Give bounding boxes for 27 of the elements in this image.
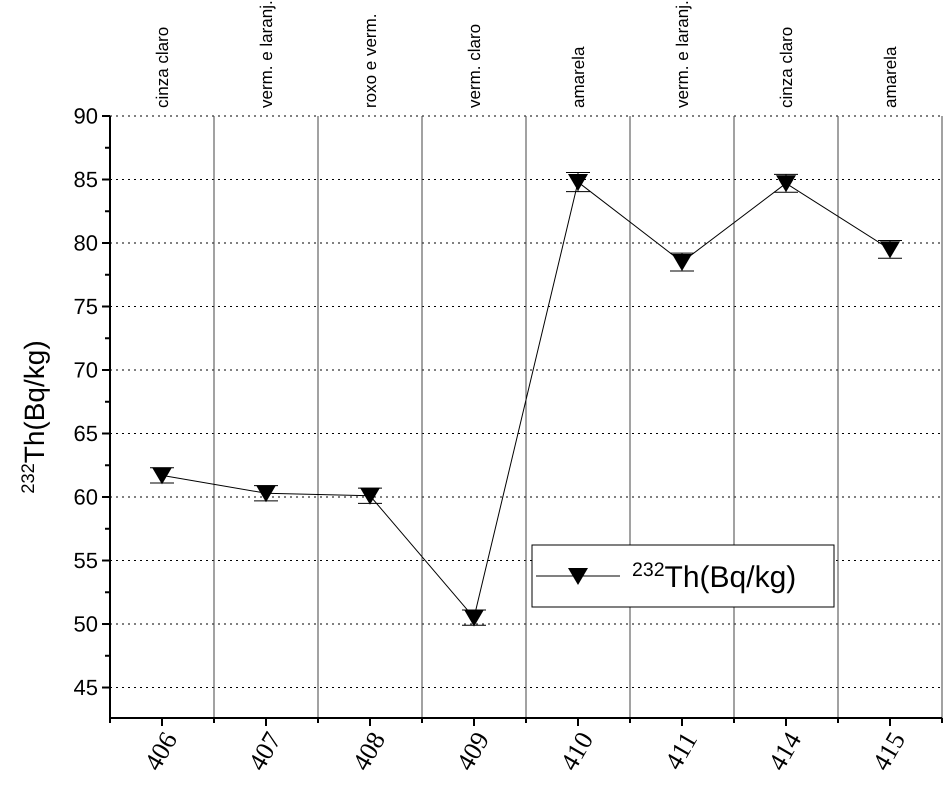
x-tick-label: 408	[346, 727, 392, 776]
text: cinza claro	[152, 26, 172, 108]
text: amarela	[880, 46, 900, 108]
text: verm. claro	[464, 24, 484, 108]
y-tick-label: 80	[74, 230, 98, 256]
y-tick-label: 60	[74, 484, 98, 510]
x-tick-label: 409	[450, 727, 496, 776]
x-tick-label: 410	[554, 727, 600, 776]
text: verm. e laranj.	[672, 0, 692, 108]
x-tick-label: 415	[866, 727, 912, 776]
y-tick-label: 50	[74, 612, 98, 637]
x-tick-label: 406	[138, 727, 184, 776]
y-tick-label: 90	[74, 104, 98, 129]
x-tick-label: 411	[658, 727, 704, 774]
y-tick-label: 55	[74, 548, 98, 574]
text: cinza claro	[776, 26, 796, 108]
text: amarela	[568, 46, 588, 108]
x-tick-label: 414	[762, 727, 808, 776]
y-tick-label: 85	[74, 167, 98, 192]
text: verm. e laranj.	[256, 0, 276, 108]
y-tick-label: 65	[74, 421, 98, 446]
x-tick-label: 407	[242, 727, 288, 776]
text: roxo e verm.	[360, 14, 380, 108]
y-tick-label: 70	[74, 358, 98, 383]
legend-label: $^{232}$Th(Bq/kg)	[632, 559, 796, 594]
y-tick-label: 75	[74, 294, 98, 320]
y-tick-label: 45	[74, 675, 98, 700]
